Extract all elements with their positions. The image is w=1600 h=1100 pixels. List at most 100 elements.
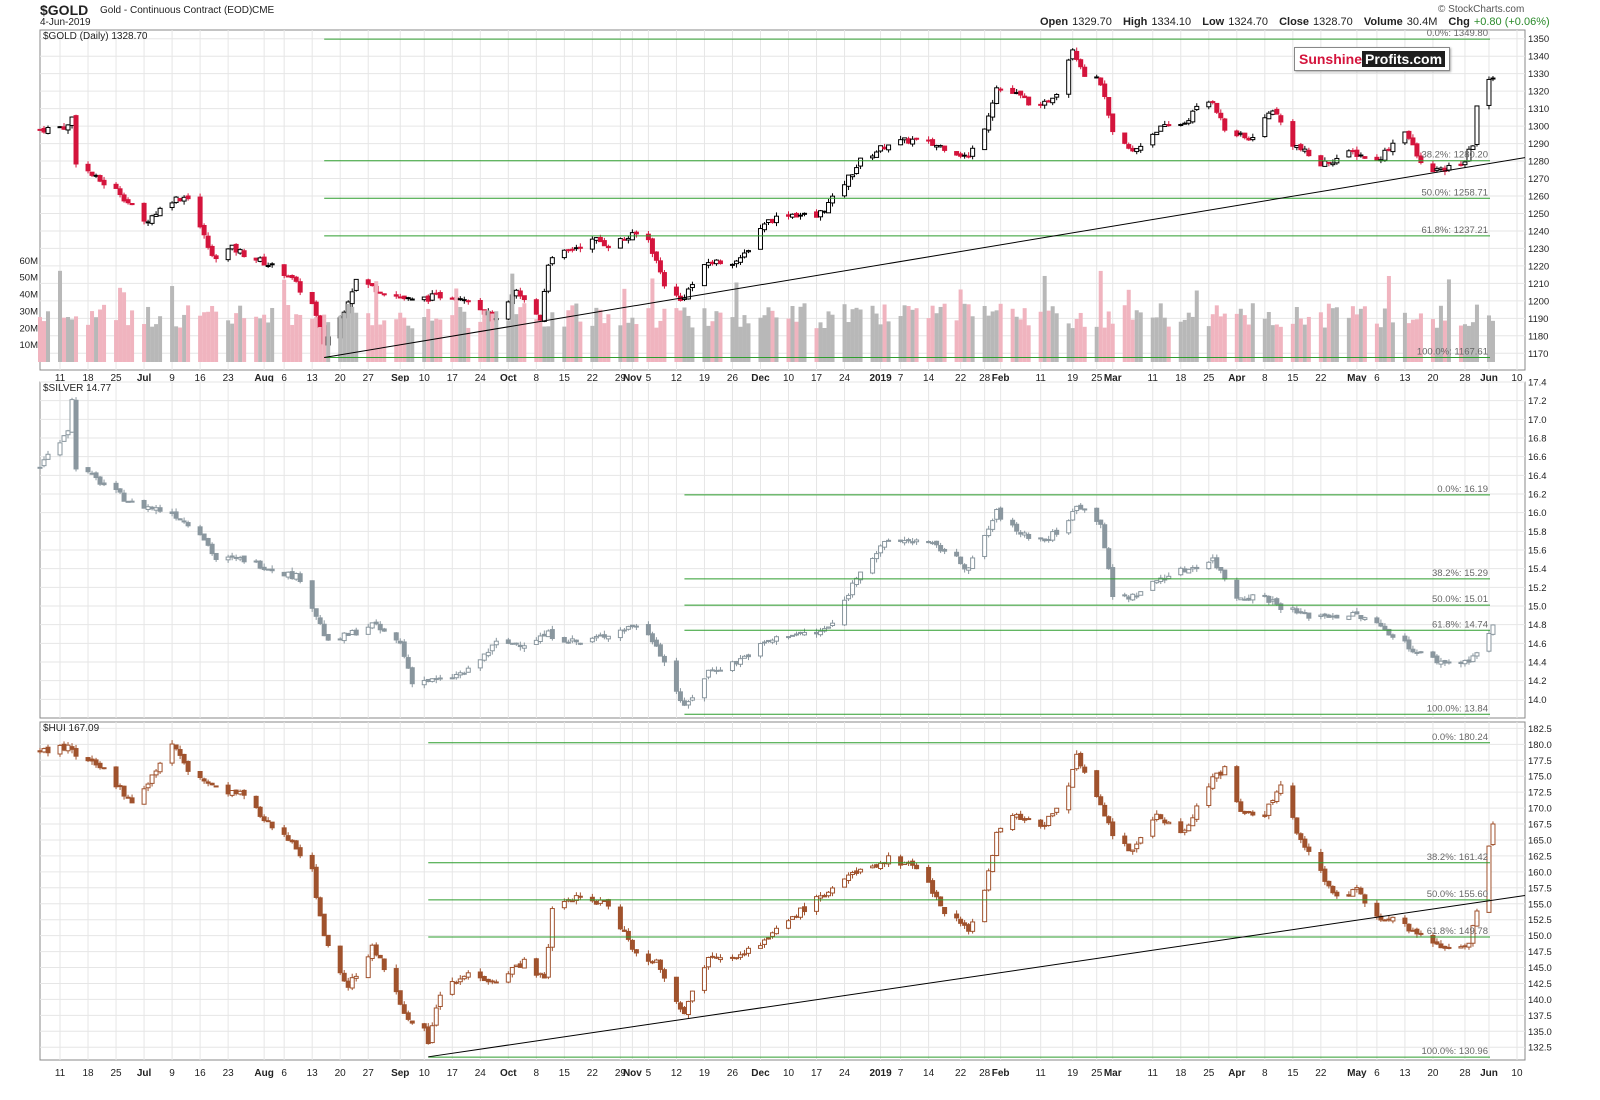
volume-bar xyxy=(594,307,599,362)
candle-body xyxy=(593,635,599,639)
candle-body xyxy=(1186,568,1192,574)
candle-body xyxy=(1194,105,1200,111)
candle-body xyxy=(1234,766,1240,803)
candle-body xyxy=(1262,117,1268,138)
y-tick-label: 155.0 xyxy=(1528,899,1552,910)
volume-bar xyxy=(598,309,603,362)
candle-body xyxy=(1262,814,1268,817)
candle-body xyxy=(645,233,651,241)
candle-body xyxy=(773,215,779,224)
candle-body xyxy=(201,224,207,236)
candle-body xyxy=(253,560,259,563)
candle-body xyxy=(986,528,992,537)
volume-bar xyxy=(1466,325,1471,362)
x-tick-label: Sep xyxy=(391,1068,409,1079)
candle-body xyxy=(1410,137,1416,146)
candle-body xyxy=(914,539,920,543)
volume-bar xyxy=(1470,322,1475,362)
candle-body xyxy=(842,184,848,197)
candle-body xyxy=(325,934,331,947)
candle-body xyxy=(1010,87,1016,94)
volume-bar xyxy=(1318,312,1323,362)
candle-body xyxy=(1406,639,1412,650)
candle-body xyxy=(1302,148,1308,152)
candle-body xyxy=(1018,532,1024,535)
volume-bar xyxy=(1018,319,1023,362)
candle-body xyxy=(1446,164,1452,171)
candle-body xyxy=(229,555,235,558)
x-tick-label: 17 xyxy=(447,1068,459,1079)
candle-body xyxy=(1098,796,1104,806)
candle-body xyxy=(1266,112,1272,120)
fib-level-label: 50.0%: 15.01 xyxy=(1432,594,1488,605)
volume-bar xyxy=(618,325,623,362)
x-tick-label: 7 xyxy=(898,1068,904,1079)
candle-body xyxy=(1250,137,1256,141)
candle-body xyxy=(429,678,435,682)
x-tick-label: 12 xyxy=(671,373,683,384)
candle-body xyxy=(113,183,119,189)
y-tick-label: 137.5 xyxy=(1528,1011,1552,1022)
candle-body xyxy=(701,967,707,991)
candle-body xyxy=(241,250,247,258)
candle-body xyxy=(41,127,47,133)
x-tick-label: 24 xyxy=(475,1068,487,1079)
candle-body xyxy=(709,669,715,672)
y-tick-label: 1290 xyxy=(1528,139,1549,150)
volume-bar xyxy=(986,315,991,362)
candle-body xyxy=(1194,805,1200,820)
volume-bar xyxy=(1446,279,1451,362)
candle-body xyxy=(1186,120,1192,124)
candle-body xyxy=(1358,887,1364,895)
candle-body xyxy=(970,921,976,932)
volume-bar xyxy=(158,316,163,362)
candle-body xyxy=(617,238,623,249)
candle-body xyxy=(962,564,968,570)
candle-body xyxy=(337,638,343,641)
candle-body xyxy=(1486,633,1492,652)
volume-bar xyxy=(1386,275,1391,362)
candle-body xyxy=(397,990,403,1005)
candle-body xyxy=(1082,66,1088,77)
candle-body xyxy=(1354,611,1360,615)
candle-body xyxy=(1014,523,1020,532)
x-tick-label: 27 xyxy=(363,1068,375,1079)
candle-body xyxy=(902,137,908,141)
x-tick-label: 17 xyxy=(447,373,459,384)
candle-body xyxy=(761,641,767,644)
volume-bar xyxy=(398,312,403,362)
volume-bar xyxy=(298,314,303,362)
candle-body xyxy=(982,128,988,151)
volume-bar xyxy=(562,326,567,362)
candle-body xyxy=(1414,143,1420,157)
volume-bar xyxy=(374,281,379,362)
candle-body xyxy=(89,472,95,475)
y-tick-label: 172.5 xyxy=(1528,788,1552,799)
volume-bar xyxy=(822,327,827,362)
candle-body xyxy=(265,568,271,571)
candle-body xyxy=(589,238,595,250)
volume-bar xyxy=(242,318,247,362)
candle-body xyxy=(521,958,527,969)
volume-bar xyxy=(1218,316,1223,362)
candle-body xyxy=(1070,49,1076,60)
y-tick-label: 1210 xyxy=(1528,279,1549,290)
candle-body xyxy=(870,557,876,574)
candle-body xyxy=(101,767,107,770)
candle-body xyxy=(453,673,459,679)
candle-body xyxy=(477,299,483,311)
candle-body xyxy=(709,955,715,958)
candle-body xyxy=(741,655,747,659)
candle-body xyxy=(93,759,99,766)
y-tick-label: 135.0 xyxy=(1528,1027,1552,1038)
candle-body xyxy=(569,638,575,642)
candle-body xyxy=(1350,612,1356,617)
x-tick-label: 13 xyxy=(1399,1068,1411,1079)
candle-body xyxy=(1298,611,1304,614)
high-value: 1334.10 xyxy=(1151,16,1192,28)
candle-body xyxy=(197,526,203,536)
volume-bar xyxy=(938,306,943,362)
candle-body xyxy=(533,299,539,315)
volume-bar xyxy=(38,317,42,362)
candle-body xyxy=(1070,511,1076,521)
